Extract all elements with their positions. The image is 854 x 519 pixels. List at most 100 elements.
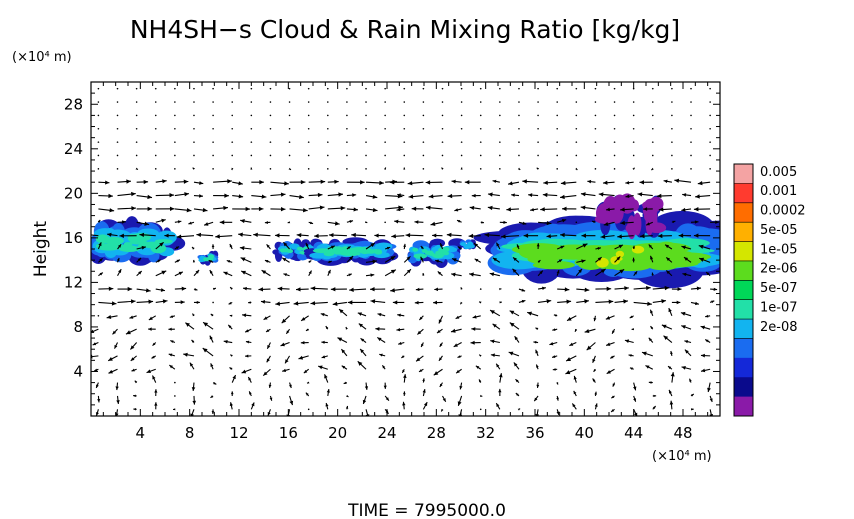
vector-dot xyxy=(575,87,578,90)
wind-vector-head xyxy=(694,301,699,306)
wind-vector-head xyxy=(118,269,122,274)
wind-vector-head xyxy=(114,344,118,349)
wind-vector-head xyxy=(300,179,306,185)
wind-vector-head xyxy=(535,327,539,330)
wind-vector-head xyxy=(696,286,702,291)
wind-vector-head xyxy=(421,343,424,347)
wind-vector-head xyxy=(250,167,253,170)
wind-vector-head xyxy=(641,351,647,356)
wind-vector-head xyxy=(624,286,629,291)
vector-dot xyxy=(384,114,386,117)
vector-dot xyxy=(479,101,482,103)
vector-dot xyxy=(422,168,425,170)
wind-vector-head xyxy=(298,355,304,360)
vector-dot xyxy=(441,127,444,130)
wind-vector-head xyxy=(479,354,482,357)
cloud-cell xyxy=(627,215,637,240)
wind-vector-head xyxy=(379,180,384,186)
wind-vector-head xyxy=(707,387,711,392)
wind-vector-head xyxy=(403,374,407,379)
wind-vector-head xyxy=(229,367,233,370)
wind-vector-head xyxy=(160,288,165,292)
wind-vector-head xyxy=(258,206,264,212)
wind-vector-head xyxy=(479,301,482,304)
vector-dot xyxy=(288,141,291,143)
wind-vector-head xyxy=(168,327,172,331)
wind-vector-head xyxy=(229,314,233,317)
wind-vector-head xyxy=(253,232,258,237)
vector-dot xyxy=(537,114,539,117)
wind-vector-head xyxy=(343,381,347,385)
wind-vector-head xyxy=(377,337,382,342)
x-axis: 4 8 12 16 20 24 28 32 36 40 44 48 xyxy=(102,82,709,442)
colorbar-label: 0.0002 xyxy=(760,204,806,219)
cloud-cell xyxy=(640,242,691,254)
wind-vector-head xyxy=(382,365,386,369)
colorbar-swatch xyxy=(734,260,753,281)
vector-dot xyxy=(690,141,692,143)
wind-vector-head xyxy=(183,352,188,357)
wind-vector-head xyxy=(684,340,689,344)
wind-vector-head xyxy=(416,357,421,362)
wind-vector-head xyxy=(402,369,405,373)
wind-vector-head xyxy=(268,384,272,388)
wind-vector-head xyxy=(446,232,452,238)
wind-vector-head xyxy=(241,270,246,275)
wind-vector-head xyxy=(451,272,456,277)
wind-vector-head xyxy=(651,272,654,276)
wind-vector-head xyxy=(340,205,346,211)
wind-vector-head xyxy=(130,345,135,350)
wind-vector-head xyxy=(469,205,475,211)
wind-vector-head xyxy=(219,220,225,225)
vector-dot xyxy=(307,87,310,90)
wind-vector-head xyxy=(162,179,167,184)
wind-vector-head xyxy=(152,342,156,346)
wind-vector-head xyxy=(111,301,117,306)
wind-vector-head xyxy=(560,232,565,238)
colorbar-swatch xyxy=(734,222,753,243)
wind-vector-head xyxy=(375,326,380,331)
wind-vector-head xyxy=(566,357,571,362)
wind-vector-head xyxy=(162,299,168,304)
wind-vector-head xyxy=(267,345,271,349)
wind-vector-head xyxy=(543,180,548,185)
chart-title: NH4SH−s Cloud & Rain Mixing Ratio [kg/kg… xyxy=(130,15,680,44)
x-tick-label: 32 xyxy=(476,424,495,442)
wind-vector-head xyxy=(226,260,231,263)
x-tick-label: 36 xyxy=(525,424,544,442)
vector-dot xyxy=(403,101,406,103)
vector-dot xyxy=(365,154,367,157)
cloud-cell xyxy=(613,194,627,213)
wind-vector-head xyxy=(401,355,405,358)
vector-dot xyxy=(441,114,444,117)
wind-vector-head xyxy=(266,244,270,248)
wind-vector-head xyxy=(414,300,419,305)
vector-dot xyxy=(671,168,673,170)
vector-dot xyxy=(594,154,597,157)
colorbar-swatch xyxy=(734,377,753,398)
wind-vector-head xyxy=(118,244,122,248)
wind-vector-head xyxy=(394,219,399,224)
wind-vector-head xyxy=(125,330,131,335)
vector-dot xyxy=(346,101,348,103)
vector-dot xyxy=(518,127,520,130)
vector-dot xyxy=(479,288,482,290)
cloud-cell xyxy=(374,249,383,255)
wind-vector-head xyxy=(440,243,443,247)
wind-vector-head xyxy=(277,286,283,291)
wind-vector-head xyxy=(94,368,98,372)
wind-vector-head xyxy=(99,272,103,276)
vector-dot xyxy=(594,168,597,170)
wind-vector-head xyxy=(282,368,287,372)
vector-dot xyxy=(518,114,520,117)
wind-vector-head xyxy=(303,369,308,374)
wind-vector-head xyxy=(617,234,622,239)
wind-vector-head xyxy=(108,286,114,291)
wind-vector-head xyxy=(694,220,699,224)
wind-vector-head xyxy=(460,301,463,305)
wind-vector-head xyxy=(536,364,539,368)
vector-dot xyxy=(174,127,176,130)
vector-dot xyxy=(537,154,539,157)
vector-dot xyxy=(327,87,329,90)
wind-vector-head xyxy=(308,270,312,275)
